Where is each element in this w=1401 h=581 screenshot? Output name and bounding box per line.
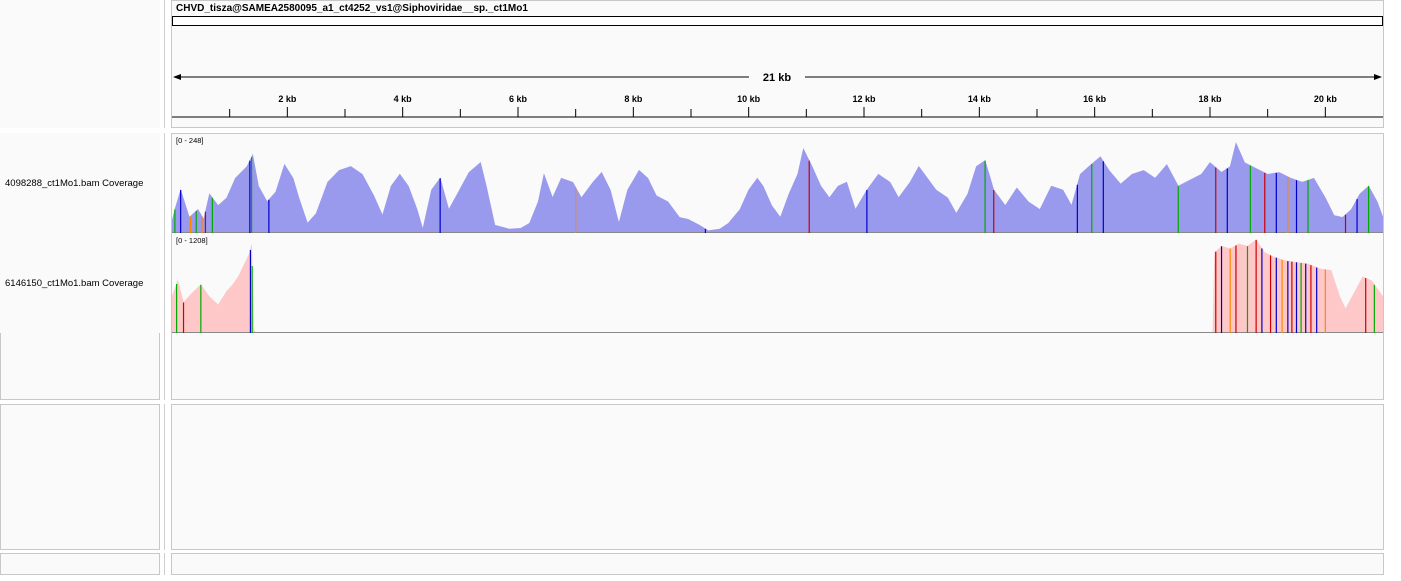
coverage-track-4098288[interactable] [172, 134, 1383, 233]
header-name-panel [0, 0, 160, 128]
data-name-panel [0, 133, 160, 333]
ruler-tick-label: 6 kb [509, 94, 528, 104]
ruler-tick-label: 4 kb [394, 94, 413, 104]
panel-divider[interactable] [164, 133, 165, 400]
chromosome-ideogram[interactable] [172, 16, 1383, 26]
ruler-tick-label: 12 kb [852, 94, 876, 104]
panel-divider[interactable] [164, 404, 165, 550]
track-name-label[interactable]: 4098288_ct1Mo1.bam Coverage [5, 178, 144, 189]
data-panel[interactable] [171, 133, 1384, 400]
track-name-label[interactable]: 6146150_ct1Mo1.bam Coverage [5, 278, 144, 289]
feature-panel[interactable] [171, 404, 1384, 550]
chromosome-name: CHVD_tisza@SAMEA2580095_a1_ct4252_vs1@Si… [176, 3, 528, 14]
bottom-name-panel [0, 553, 160, 575]
coverage-track-6146150[interactable] [172, 234, 1383, 333]
ruler-tick-label: 20 kb [1314, 94, 1338, 104]
feature-name-panel [0, 404, 160, 550]
ruler-tick-label: 18 kb [1198, 94, 1222, 104]
track-data-range: [0 - 248] [176, 136, 204, 145]
ruler-ticks: 2 kb 4 kb 6 kb 8 kb 10 kb 12 kb 14 kb 16 kb 18 k… [229, 94, 1338, 117]
ruler-tick-label: 2 kb [278, 94, 297, 104]
track-data-range: [0 - 1208] [176, 236, 208, 245]
ruler-tick-label: 8 kb [624, 94, 643, 104]
ruler[interactable]: 21 kb 2 kb 4 kb 6 kb 8 kb 10 kb 12 kb 14 kb 16 … [171, 60, 1384, 128]
coverage-area [172, 142, 1383, 233]
bottom-panel[interactable] [171, 553, 1384, 575]
coverage-area [172, 239, 1383, 333]
panel-divider[interactable] [164, 553, 165, 575]
ruler-tick-label: 16 kb [1083, 94, 1107, 104]
span-arrow-right-head [1374, 74, 1382, 80]
ruler-tick-label: 14 kb [968, 94, 992, 104]
ruler-tick-label: 10 kb [737, 94, 761, 104]
panel-divider[interactable] [164, 0, 165, 128]
span-label: 21 kb [763, 72, 791, 84]
data-name-panel-empty [0, 333, 160, 400]
span-arrow-left-head [173, 74, 181, 80]
